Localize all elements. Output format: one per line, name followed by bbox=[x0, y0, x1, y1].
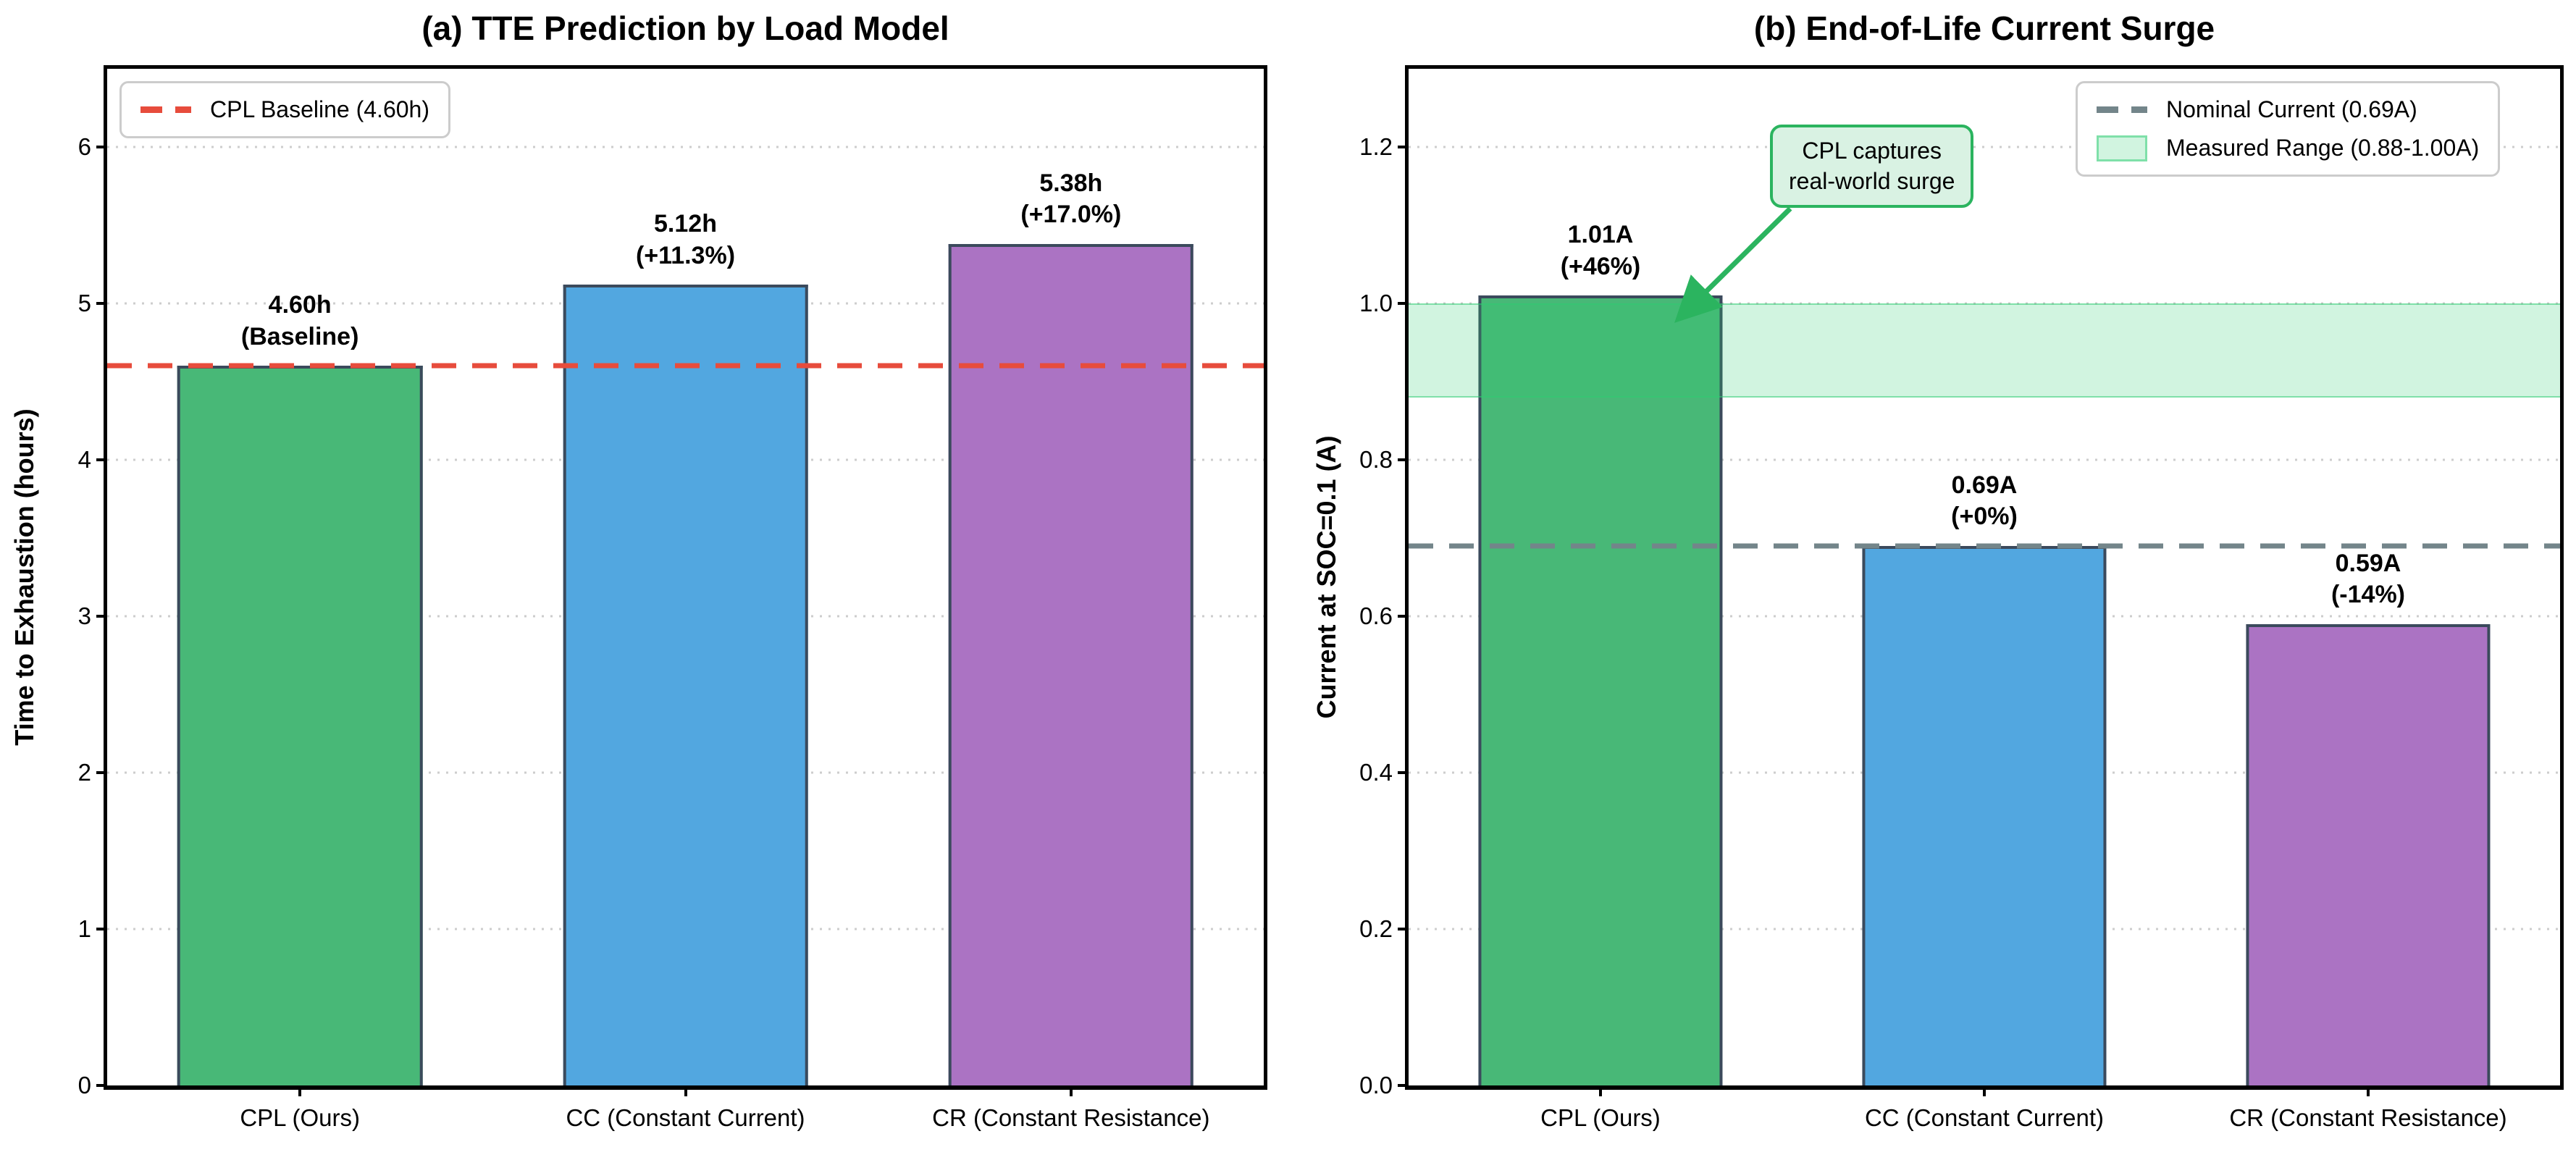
y-tick-label: 1.0 bbox=[1359, 290, 1393, 316]
y-tick-label: 1 bbox=[77, 915, 91, 942]
bar-value-label-line: (+0%) bbox=[1951, 503, 2018, 531]
bar-value-label-line: (+17.0%) bbox=[1020, 201, 1122, 229]
red-dashed-line-swatch bbox=[140, 106, 191, 113]
bar-value-label-line: 0.59A bbox=[2335, 549, 2401, 577]
bar-value-label-line: 5.38h bbox=[1039, 169, 1103, 197]
panel-b-legend: Nominal Current (0.69A) Measured Range (… bbox=[2076, 81, 2501, 177]
bar-value-label: 5.12h (+11.3%) bbox=[636, 209, 735, 272]
panel-b-y-axis-label: Current at SOC=0.1 (A) bbox=[1312, 435, 1341, 719]
panel-a-axes: 0 1 2 3 4 5 6 4.60h (Baseline) CPL (Ours) 5.12h (+1… bbox=[78, 65, 1267, 1131]
y-tick-label: 0.6 bbox=[1359, 602, 1393, 629]
bar-value-label-line: 5.12h bbox=[654, 210, 717, 238]
y-tick-label: 1.2 bbox=[1359, 133, 1393, 160]
panel-a-legend: CPL Baseline (4.60h) bbox=[119, 81, 450, 138]
bar-value-label: 0.69A (+0%) bbox=[1951, 470, 2018, 533]
y-tick-mark bbox=[96, 146, 107, 148]
bar-value-label: 0.59A (-14%) bbox=[2331, 548, 2405, 611]
panel-tte-prediction: (a) TTE Prediction by Load Model Time to… bbox=[9, 9, 1267, 1131]
gray-dashed-line-swatch bbox=[2097, 106, 2147, 113]
y-tick-label: 6 bbox=[77, 133, 91, 160]
y-tick-label: 4 bbox=[77, 446, 91, 473]
ref-line-nominal-current-0-69a bbox=[1409, 543, 2560, 549]
bar-value-label-line: 4.60h bbox=[268, 291, 332, 319]
ref-line-cpl-baseline-4-60h bbox=[107, 363, 1264, 369]
legend-label-cpl-baseline: CPL Baseline (4.60h) bbox=[210, 96, 429, 122]
y-tick-mark bbox=[96, 615, 107, 618]
y-tick-mark bbox=[1398, 770, 1409, 774]
bar-value-label: 5.38h (+17.0%) bbox=[1020, 168, 1121, 231]
x-tick-mark bbox=[1983, 1085, 1986, 1096]
y-tick-mark bbox=[1398, 928, 1409, 930]
x-tick-label-cr-constant-resistance: CR (Constant Resistance) bbox=[932, 1104, 1210, 1131]
y-tick-mark bbox=[1398, 302, 1409, 305]
annotation-box: CPL captures real-world surge bbox=[1770, 125, 1974, 209]
measured-range-band bbox=[1409, 303, 2560, 398]
bar-cr-constant-resistance bbox=[2246, 623, 2491, 1085]
y-tick-label: 0.8 bbox=[1359, 446, 1393, 473]
y-tick-label: 2 bbox=[77, 758, 91, 786]
gridline-y-1.2 bbox=[1409, 146, 2560, 148]
x-tick-label-cpl-ours: CPL (Ours) bbox=[1540, 1104, 1661, 1131]
x-tick-label-cc-constant-current: CC (Constant Current) bbox=[1864, 1104, 2105, 1131]
gridline-y-0.8 bbox=[1409, 458, 2560, 461]
bar-value-label-line: (Baseline) bbox=[240, 322, 359, 350]
y-tick-mark bbox=[1398, 458, 1409, 461]
y-tick-mark bbox=[96, 302, 107, 305]
annotation-text-line1: CPL captures bbox=[1802, 138, 1942, 164]
bar-cpl-ours bbox=[177, 366, 423, 1085]
bar-value-label-line: (+46%) bbox=[1560, 252, 1641, 280]
y-tick-mark bbox=[1398, 146, 1409, 148]
legend-label-nominal-current: Nominal Current (0.69A) bbox=[2166, 96, 2417, 122]
x-tick-mark bbox=[2367, 1085, 2370, 1096]
legend-item-cpl-baseline: CPL Baseline (4.60h) bbox=[140, 96, 429, 123]
bar-value-label-line: 0.69A bbox=[1951, 471, 2018, 499]
legend-label-measured-range: Measured Range (0.88-1.00A) bbox=[2166, 135, 2480, 161]
y-tick-label: 5 bbox=[77, 290, 91, 316]
bar-value-label-line: (+11.3%) bbox=[635, 241, 736, 269]
y-tick-mark bbox=[96, 458, 107, 461]
bar-value-label-line: (-14%) bbox=[2330, 581, 2406, 609]
bar-value-label: 1.01A (+46%) bbox=[1561, 219, 1641, 282]
gridline-y-1.0 bbox=[1409, 302, 2560, 305]
y-tick-label: 0 bbox=[77, 1072, 91, 1098]
gridline-y-6 bbox=[107, 146, 1264, 148]
legend-item-nominal-current: Nominal Current (0.69A) bbox=[2097, 96, 2479, 123]
y-tick-label: 0.4 bbox=[1359, 758, 1393, 786]
y-tick-mark bbox=[96, 928, 107, 930]
annotation-text-line2: real-world surge bbox=[1789, 167, 1955, 194]
y-tick-mark bbox=[1398, 615, 1409, 618]
x-tick-mark bbox=[684, 1085, 687, 1096]
x-tick-mark bbox=[1069, 1085, 1073, 1096]
y-tick-label: 3 bbox=[77, 602, 91, 629]
bar-cr-constant-resistance bbox=[948, 243, 1194, 1085]
bar-cpl-ours bbox=[1478, 295, 1723, 1085]
x-tick-label-cc-constant-current: CC (Constant Current) bbox=[566, 1104, 805, 1131]
x-tick-label-cpl-ours: CPL (Ours) bbox=[240, 1104, 360, 1131]
y-tick-mark bbox=[1398, 1084, 1409, 1087]
legend-item-measured-range: Measured Range (0.88-1.00A) bbox=[2097, 135, 2479, 161]
x-tick-mark bbox=[1598, 1085, 1602, 1096]
panel-b-axes: 0.0 0.2 0.4 0.6 0.8 1.0 1.2 1.01A (+46%) CPL (Our… bbox=[1359, 65, 2564, 1131]
panel-a-title: (a) TTE Prediction by Load Model bbox=[421, 9, 949, 47]
bar-value-label: 4.60h (Baseline) bbox=[241, 290, 359, 353]
y-tick-mark bbox=[96, 770, 107, 774]
panel-b-title: (b) End-of-Life Current Surge bbox=[1753, 9, 2215, 47]
y-tick-label: 0.0 bbox=[1359, 1072, 1393, 1098]
bar-value-label-line: 1.01A bbox=[1567, 221, 1634, 249]
x-tick-label-cr-constant-resistance: CR (Constant Resistance) bbox=[2229, 1104, 2507, 1131]
panel-eol-current-surge: (b) End-of-Life Current Surge Current at… bbox=[1289, 0, 2576, 1168]
panel-a-y-axis-label: Time to Exhaustion (hours) bbox=[9, 408, 39, 746]
bar-cc-constant-current bbox=[1862, 545, 2107, 1085]
y-tick-mark bbox=[96, 1084, 107, 1087]
green-band-swatch bbox=[2097, 135, 2147, 161]
bar-cc-constant-current bbox=[563, 285, 808, 1085]
x-tick-mark bbox=[298, 1085, 302, 1096]
y-tick-label: 0.2 bbox=[1359, 915, 1393, 942]
